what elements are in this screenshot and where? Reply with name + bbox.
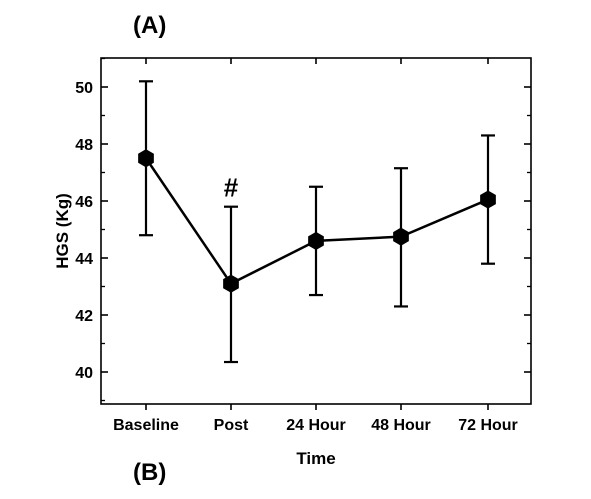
y-tick-label: 48 <box>75 137 93 154</box>
x-tick-label: Post <box>214 417 249 434</box>
data-point <box>480 190 496 209</box>
y-axis-title: HGS (Kg) <box>53 193 72 269</box>
data-point <box>138 149 154 168</box>
y-axis: 40 42 44 46 48 50 <box>75 57 531 402</box>
panel-label-a: (A) <box>133 12 166 39</box>
significance-marker: # <box>224 173 239 203</box>
annotations: # <box>224 173 239 203</box>
series-markers <box>138 149 496 293</box>
data-point <box>223 274 239 293</box>
y-tick-label: 50 <box>75 80 93 97</box>
x-tick-label: Baseline <box>113 417 179 434</box>
x-axis-title: Time <box>296 449 335 468</box>
error-bars <box>139 80 495 364</box>
panel-label-b: (B) <box>133 459 166 486</box>
y-tick-label: 46 <box>75 194 93 211</box>
data-point <box>308 231 324 250</box>
x-tick-label: 72 Hour <box>458 417 518 434</box>
y-tick-label: 44 <box>75 251 93 268</box>
x-tick-label: 24 Hour <box>286 417 346 434</box>
x-tick-label: 48 Hour <box>371 417 431 434</box>
data-point <box>393 227 409 246</box>
y-tick-label: 40 <box>75 365 93 382</box>
y-tick-label: 42 <box>75 308 93 325</box>
x-axis: Baseline Post 24 Hour 48 Hour 72 Hour <box>113 58 518 434</box>
